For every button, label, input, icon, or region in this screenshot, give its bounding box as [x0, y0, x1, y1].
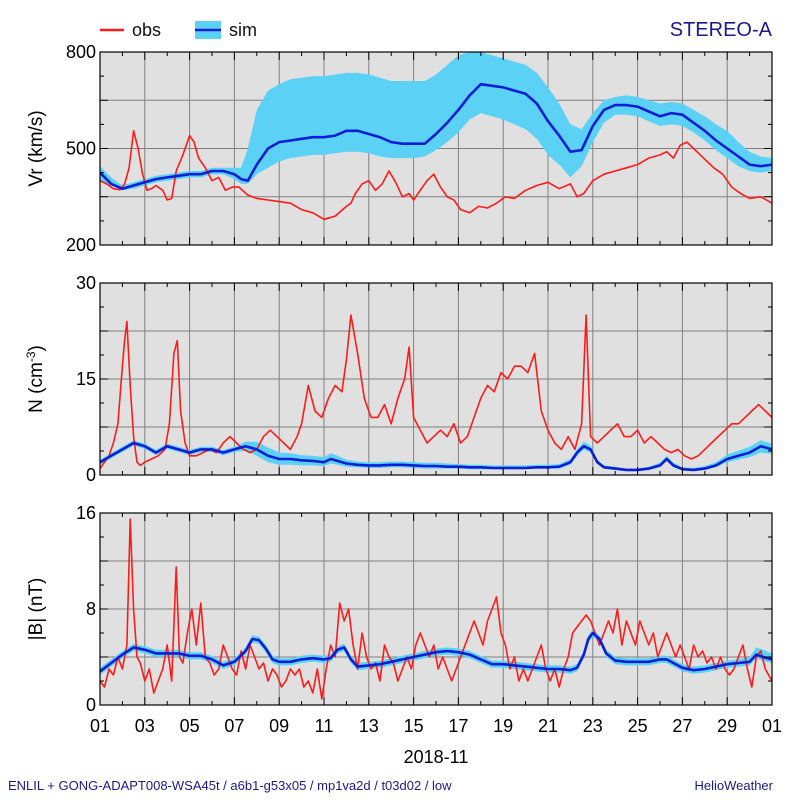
chart-title: STEREO-A [670, 19, 773, 41]
panel-n: 0 15 30 N (cm-3) [24, 273, 773, 485]
y-tick-label: 30 [76, 273, 96, 293]
series-group [100, 52, 772, 221]
x-tick-label: 13 [359, 716, 379, 736]
panel-b: 0 8 16 |B| (nT) 01 03 05 07 09 11 13 15 17 19 21 23 25 27… [26, 503, 782, 736]
sim-series-line [100, 441, 772, 472]
obs-series-line [100, 130, 772, 221]
gridlines [99, 283, 773, 475]
footer-right: HelioWeather [694, 778, 773, 793]
y-tick-label: 200 [66, 235, 96, 255]
y-tick-label: 8 [86, 599, 96, 619]
legend-obs-label: obs [132, 20, 161, 40]
x-tick-label: 11 [315, 716, 334, 736]
y-axis-label: N (cm-3) [24, 345, 47, 413]
series-group [100, 314, 772, 472]
sim-series-line [100, 82, 772, 190]
x-tick-label: 01 [90, 716, 110, 736]
x-tick-label: 23 [583, 716, 603, 736]
y-tick-label: 0 [86, 465, 96, 485]
ticks [99, 282, 773, 476]
ticks [99, 51, 773, 246]
sim-band [100, 440, 772, 472]
x-tick-label: 05 [180, 716, 200, 736]
series-group [100, 518, 772, 700]
y-tick-label: 800 [66, 42, 96, 62]
panels: 200 500 800 Vr (km/s) 0 15 30 N (cm-3) 0 8 16 |B| (… [24, 42, 782, 736]
x-tick-label: 03 [135, 716, 155, 736]
y-axis-label: |B| (nT) [26, 578, 47, 641]
x-tick-label: 27 [672, 716, 692, 736]
x-tick-label: 19 [493, 716, 513, 736]
x-tick-label: 29 [717, 716, 737, 736]
y-tick-label: 500 [66, 139, 96, 159]
legend: obs sim [100, 20, 257, 40]
x-tick-label: 07 [224, 716, 244, 736]
y-tick-label: 16 [76, 503, 96, 523]
sim-series-line [100, 631, 772, 673]
y-tick-label: 0 [86, 695, 96, 715]
panel-vr: 200 500 800 Vr (km/s) [26, 42, 773, 255]
sim-band [100, 52, 772, 191]
x-tick-label: 25 [628, 716, 648, 736]
y-axis-label: Vr (km/s) [26, 110, 47, 186]
x-tick-label: 01 [762, 716, 782, 736]
x-tick-label: 15 [404, 716, 424, 736]
x-axis-label: 2018-11 [404, 747, 469, 767]
x-tick-label: 21 [538, 716, 558, 736]
legend-sim-label: sim [229, 20, 257, 40]
footer-left: ENLIL + GONG-ADAPT008-WSA45t / a6b1-g53x… [8, 778, 452, 793]
ticks [99, 512, 773, 706]
x-tick-label: 17 [448, 716, 468, 736]
y-tick-label: 15 [76, 369, 96, 389]
obs-series-line [100, 314, 772, 470]
x-tick-label: 09 [269, 716, 289, 736]
